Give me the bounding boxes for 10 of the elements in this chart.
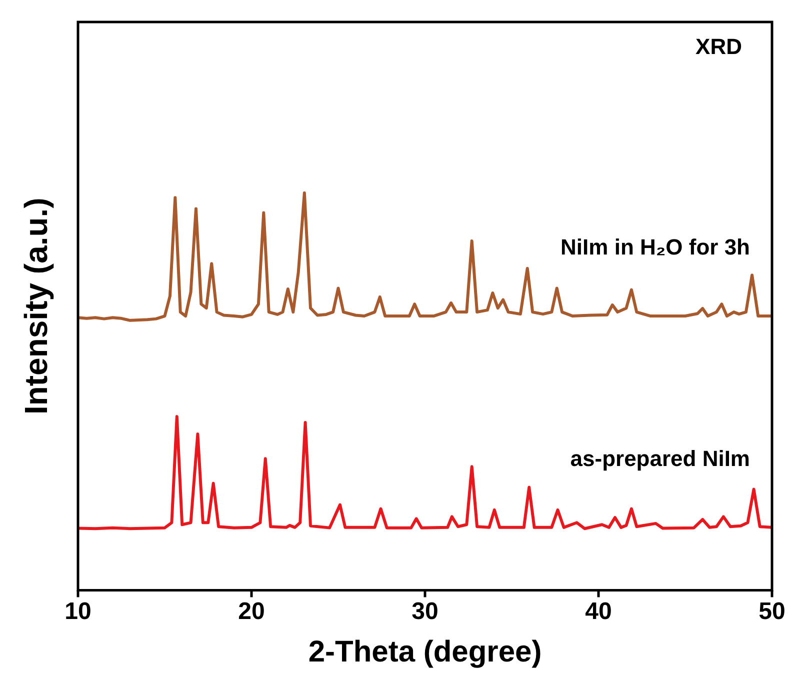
x-tick-label: 10 xyxy=(64,598,92,626)
x-tick-label: 20 xyxy=(238,598,265,626)
x-tick-label: 40 xyxy=(585,598,612,626)
x-axis-title: 2-Theta (degree) xyxy=(308,635,542,668)
y-axis-title: Intensity (a.u.) xyxy=(18,198,54,415)
series-label: as-prepared NiIm xyxy=(570,446,750,471)
x-tick-label: 30 xyxy=(412,598,438,626)
text: XRD xyxy=(696,34,742,60)
series-label: NiIm in H₂O for 3h xyxy=(560,234,750,260)
x-tick-label: 50 xyxy=(758,598,786,626)
